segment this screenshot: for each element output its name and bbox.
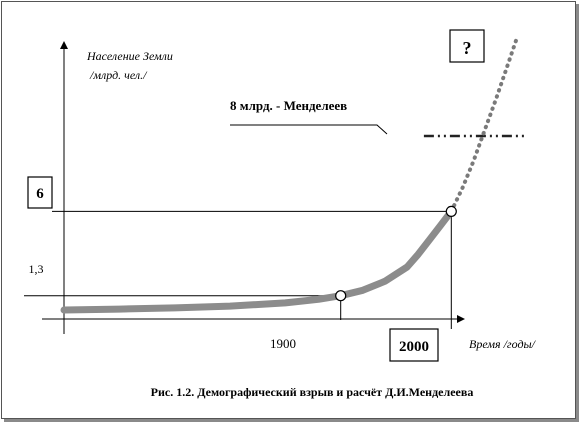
x-callout-2000: 2000 xyxy=(399,339,429,355)
y-callout-1-3: 1,3 xyxy=(29,262,44,276)
figure-caption: Рис. 1.2. Демографический взрыв и расчёт… xyxy=(151,385,474,399)
question-box xyxy=(449,29,485,63)
y-axis-label-line2: /млрд. чел./ xyxy=(89,68,148,82)
data-point-marker-1900 xyxy=(335,290,347,302)
y-callout-box-6 xyxy=(27,176,53,209)
mendeleev-label: 8 млрд. - Менделеев xyxy=(230,98,347,113)
marker-layer xyxy=(335,205,457,302)
data-point-marker-2000 xyxy=(445,205,457,217)
x-callout-box-2000 xyxy=(389,328,439,362)
x-callout-1900: 1900 xyxy=(270,336,296,351)
y-callout-6: 6 xyxy=(36,186,44,202)
figure-frame: Население Земли /млрд. чел./ Время /годы… xyxy=(1,1,576,419)
population-history-line xyxy=(60,207,455,314)
population-chart: Население Земли /млрд. чел./ Время /годы… xyxy=(24,29,537,399)
mendeleev-pointer-line xyxy=(230,124,388,135)
x-axis-label: Время /годы/ xyxy=(469,337,537,351)
population-forecast-line xyxy=(449,33,520,214)
y-axis-label-line1: Население Земли xyxy=(86,49,173,63)
question-mark: ? xyxy=(463,38,472,58)
series-layer xyxy=(60,33,520,314)
